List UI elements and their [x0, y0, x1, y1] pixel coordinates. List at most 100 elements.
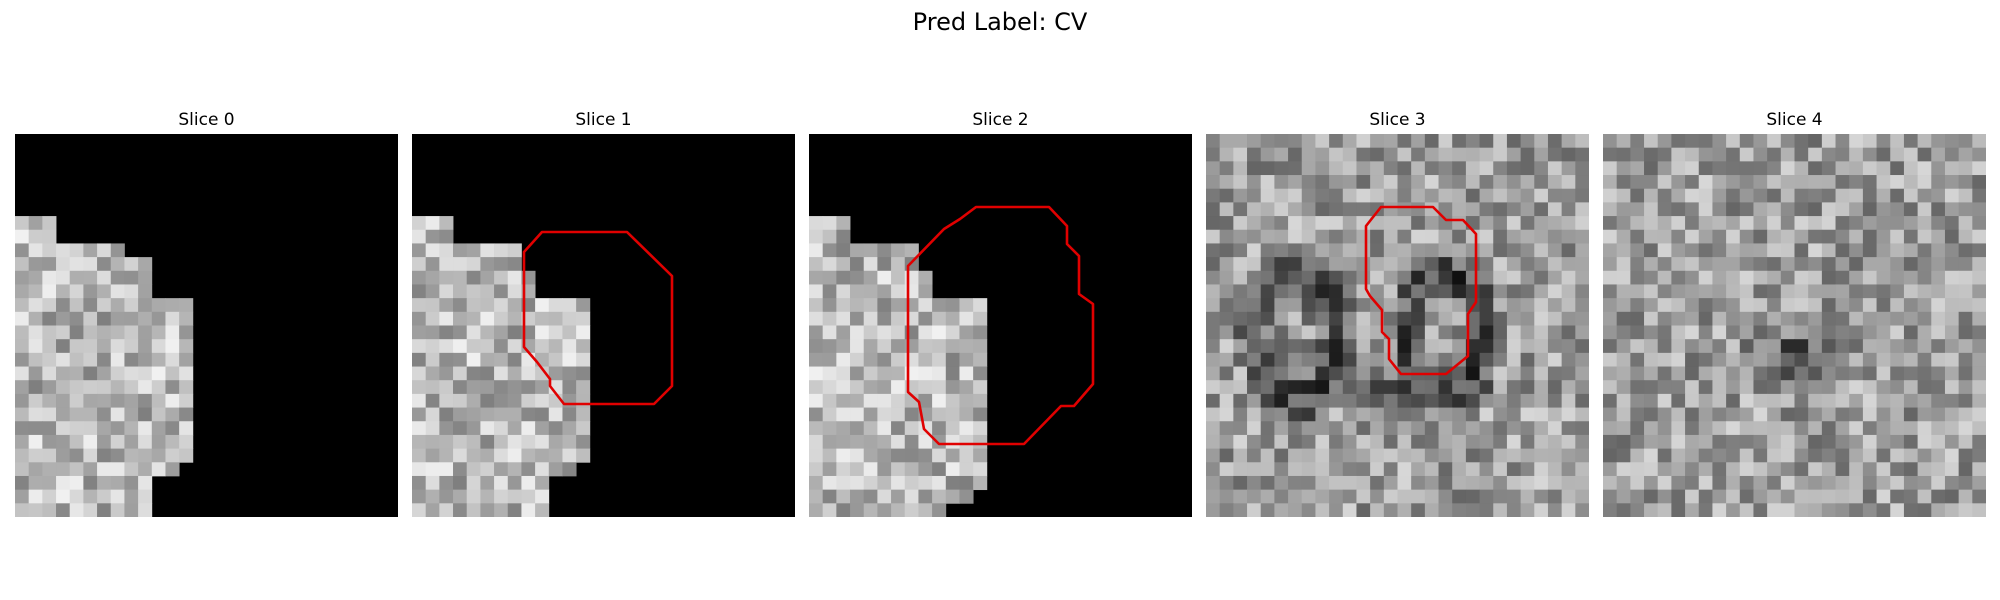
image-pixel	[507, 257, 522, 272]
image-pixel	[1397, 448, 1412, 463]
image-pixel	[1438, 434, 1453, 450]
image-pixel	[1876, 462, 1891, 477]
image-pixel	[562, 366, 577, 381]
image-pixel	[1356, 380, 1371, 395]
image-pixel	[1972, 216, 1986, 231]
image-pixel	[1547, 188, 1563, 203]
image-pixel	[1616, 270, 1631, 285]
image-pixel	[1356, 175, 1371, 190]
image-pixel	[1944, 229, 1960, 244]
image-pixel	[1356, 325, 1371, 340]
slice-panel-0: Slice 0	[15, 110, 398, 520]
image-pixel	[1288, 134, 1303, 149]
image-pixel	[1206, 325, 1221, 340]
image-pixel	[1219, 202, 1234, 217]
image-pixel	[1794, 339, 1809, 354]
image-pixel	[973, 393, 988, 408]
image-pixel	[1274, 161, 1289, 176]
image-pixel	[1370, 229, 1385, 244]
image-pixel	[425, 298, 440, 313]
image-pixel	[1424, 462, 1439, 477]
image-pixel	[863, 489, 878, 504]
image-pixel	[1219, 366, 1234, 381]
image-pixel	[1712, 161, 1727, 176]
image-pixel	[1671, 325, 1686, 340]
image-pixel	[1260, 229, 1275, 244]
image-pixel	[1862, 243, 1877, 258]
image-pixel	[480, 366, 495, 381]
image-pixel	[1520, 216, 1535, 231]
image-pixel	[1520, 188, 1535, 203]
image-pixel	[1288, 462, 1303, 477]
image-pixel	[1520, 462, 1535, 477]
image-pixel	[1671, 134, 1686, 149]
image-pixel	[1274, 489, 1289, 504]
image-pixel	[959, 298, 974, 313]
image-pixel	[932, 448, 947, 463]
image-pixel	[165, 298, 180, 313]
image-pixel	[1630, 366, 1645, 381]
image-pixel	[124, 393, 139, 408]
image-pixel	[945, 298, 960, 313]
image-pixel	[179, 380, 194, 395]
image-pixel	[494, 489, 509, 504]
image-pixel	[1260, 489, 1275, 504]
image-pixel	[110, 421, 125, 436]
image-pixel	[1958, 366, 1973, 381]
image-pixel	[110, 380, 125, 395]
image-pixel	[1726, 407, 1741, 422]
image-pixel	[1726, 421, 1741, 436]
image-pixel	[1411, 462, 1426, 477]
image-pixel	[1424, 134, 1439, 149]
image-pixel	[809, 393, 824, 408]
image-pixel	[453, 421, 468, 436]
image-pixel	[1780, 161, 1795, 176]
image-pixel	[56, 243, 71, 258]
image-pixel	[809, 352, 824, 367]
image-pixel	[1329, 393, 1344, 408]
image-pixel	[466, 298, 481, 313]
image-pixel	[1876, 311, 1891, 326]
image-pixel	[1890, 489, 1905, 504]
image-pixel	[1835, 434, 1850, 450]
image-pixel	[1547, 489, 1563, 504]
image-pixel	[863, 393, 878, 408]
image-pixel	[850, 475, 865, 491]
image-pixel	[1767, 311, 1782, 326]
image-pixel	[1835, 325, 1850, 340]
image-pixel	[836, 489, 851, 504]
image-pixel	[138, 380, 153, 395]
image-pixel	[1411, 188, 1426, 203]
image-pixel	[1698, 503, 1713, 517]
image-pixel	[1917, 503, 1932, 517]
image-pixel	[1685, 462, 1700, 477]
image-pixel	[1917, 380, 1932, 395]
image-pixel	[918, 270, 933, 285]
image-pixel	[1917, 202, 1932, 217]
image-pixel	[1944, 366, 1960, 381]
image-pixel	[1657, 284, 1672, 299]
image-pixel	[28, 339, 43, 354]
image-pixel	[836, 298, 851, 313]
image-pixel	[507, 421, 522, 436]
image-pixel	[1301, 421, 1316, 436]
image-pixel	[453, 311, 468, 326]
image-pixel	[1411, 202, 1426, 217]
image-pixel	[1247, 284, 1262, 299]
image-pixel	[480, 311, 495, 326]
image-pixel	[1876, 380, 1891, 395]
image-pixel	[1506, 448, 1522, 463]
image-pixel	[1821, 366, 1836, 381]
image-pixel	[1821, 421, 1836, 436]
image-pixel	[1712, 202, 1727, 217]
image-pixel	[1903, 503, 1919, 517]
image-pixel	[1547, 421, 1563, 436]
image-pixel	[97, 380, 112, 395]
image-pixel	[1370, 202, 1385, 217]
image-pixel	[1794, 421, 1809, 436]
image-pixel	[151, 366, 166, 381]
image-pixel	[1356, 311, 1371, 326]
image-pixel	[83, 462, 98, 477]
image-pixel	[918, 298, 933, 313]
image-pixel	[1753, 147, 1768, 162]
